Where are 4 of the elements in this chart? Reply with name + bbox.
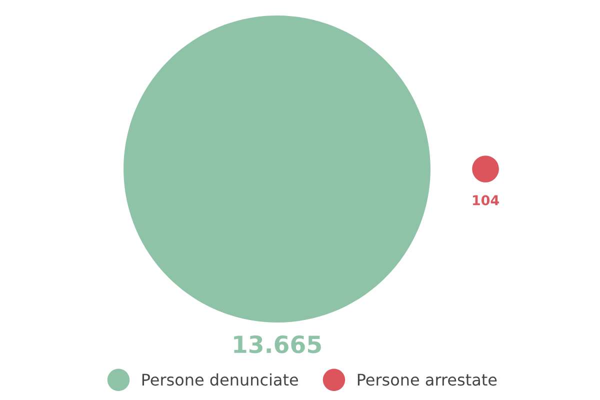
data-label: 104 xyxy=(472,195,499,206)
data-label: 13.665 xyxy=(234,335,321,354)
category-label: Persone denunciate xyxy=(142,373,298,386)
category-label: Persone arrestate xyxy=(358,374,497,386)
